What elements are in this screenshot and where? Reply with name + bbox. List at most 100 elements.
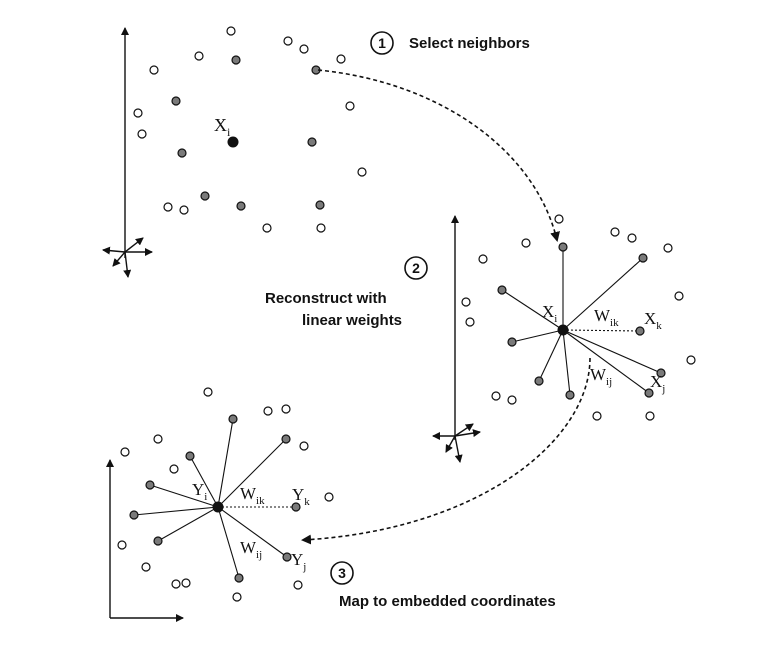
neighbor-point: [234, 573, 244, 583]
panel-1-center-point: [227, 136, 239, 148]
panel-3-spokes: [133, 418, 296, 579]
neighbor-spoke: [562, 329, 641, 332]
neighbor-point: [534, 376, 544, 386]
data-point: [181, 578, 191, 588]
neighbor-point: [236, 201, 246, 211]
neighbor-spoke: [149, 484, 219, 508]
svg-text:3: 3: [338, 565, 346, 581]
data-point: [232, 592, 242, 602]
data-point: [133, 108, 143, 118]
data-point: [163, 202, 173, 212]
data-point: [554, 214, 564, 224]
data-point: [674, 291, 684, 301]
panel-3-weight-ik-label: Wik: [240, 484, 265, 507]
neighbor-spoke: [501, 289, 564, 331]
data-point: [686, 355, 696, 365]
step-3-label: Map to embedded coordinates: [339, 593, 556, 610]
neighbor-point: [558, 242, 568, 252]
panel-3-weight-ij-label: Wij: [240, 538, 262, 561]
data-point: [203, 387, 213, 397]
neighbor-point: [315, 200, 325, 210]
arrow-select-to-reconstruct: [317, 69, 560, 242]
neighbor-point: [171, 96, 181, 106]
panel-3-neighbor-j-label: Yj: [291, 550, 306, 573]
step-2-label-line2: linear weights: [302, 312, 402, 329]
svg-text:2: 2: [412, 260, 420, 276]
data-point: [169, 464, 179, 474]
data-point: [336, 54, 346, 64]
neighbor-spoke: [562, 257, 644, 331]
neighbor-spoke: [538, 329, 564, 382]
neighbor-spoke: [562, 329, 662, 374]
step-1-marker: 1: [370, 31, 394, 55]
neighbor-spoke: [562, 329, 650, 394]
data-point: [117, 540, 127, 550]
data-point: [283, 36, 293, 46]
panel-2-spokes: [501, 247, 662, 396]
svg-text:1: 1: [378, 35, 386, 51]
data-point: [465, 317, 475, 327]
data-point: [478, 254, 488, 264]
data-point: [627, 233, 637, 243]
neighbor-spoke: [562, 329, 571, 396]
panel-2-neighbor-k-label: Xk: [644, 309, 662, 332]
neighbor-spoke: [217, 506, 288, 558]
neighbor-point: [497, 285, 507, 295]
neighbor-spoke: [133, 506, 219, 516]
panel-1-center-label: Xi: [214, 115, 231, 139]
neighbor-point: [307, 137, 317, 147]
panel-2-weight-ik-label: Wik: [594, 306, 619, 329]
panel-2-weight-ij-label: Wij: [590, 365, 612, 388]
neighbor-spoke: [511, 329, 564, 343]
data-point: [120, 447, 130, 457]
panel-3-center-label: Yi: [192, 480, 207, 503]
neighbor-spoke: [157, 506, 219, 542]
neighbor-point: [507, 337, 517, 347]
neighbor-spoke: [217, 438, 287, 508]
panel-1-points: [133, 26, 367, 233]
data-point: [324, 492, 334, 502]
data-point: [293, 580, 303, 590]
data-point: [141, 562, 151, 572]
panel-2-axes: [432, 215, 481, 463]
neighbor-point: [153, 536, 163, 546]
neighbor-point: [638, 253, 648, 263]
data-point: [299, 441, 309, 451]
data-point: [299, 44, 309, 54]
data-point: [357, 167, 367, 177]
neighbor-point: [177, 148, 187, 158]
data-point: [663, 243, 673, 253]
neighbor-point: [145, 480, 155, 490]
panel-2-points: [461, 214, 696, 421]
panel-2-center-point: [557, 324, 569, 336]
data-point: [461, 297, 471, 307]
neighbor-spoke: [189, 455, 219, 508]
data-point: [171, 579, 181, 589]
data-point: [592, 411, 602, 421]
step-3-marker: 3: [330, 561, 354, 585]
data-point: [137, 129, 147, 139]
data-point: [281, 404, 291, 414]
panel-2-neighbor-j-label: Xj: [650, 372, 665, 395]
neighbor-point: [185, 451, 195, 461]
neighbor-point: [282, 552, 292, 562]
data-point: [263, 406, 273, 416]
neighbor-point: [565, 390, 575, 400]
panel-1-axes: [102, 27, 153, 278]
neighbor-point: [231, 55, 241, 65]
data-point: [179, 205, 189, 215]
neighbor-point: [644, 388, 654, 398]
data-point: [507, 395, 517, 405]
neighbor-point: [228, 414, 238, 424]
panel-3-axes: [106, 459, 184, 622]
data-point: [610, 227, 620, 237]
neighbor-point: [635, 326, 645, 336]
arrow-reconstruct-to-map: [301, 357, 591, 545]
step-2-label-line1: Reconstruct with: [265, 290, 387, 307]
data-point: [491, 391, 501, 401]
neighbor-spoke: [217, 506, 240, 579]
data-point: [194, 51, 204, 61]
data-point: [345, 101, 355, 111]
data-point: [262, 223, 272, 233]
